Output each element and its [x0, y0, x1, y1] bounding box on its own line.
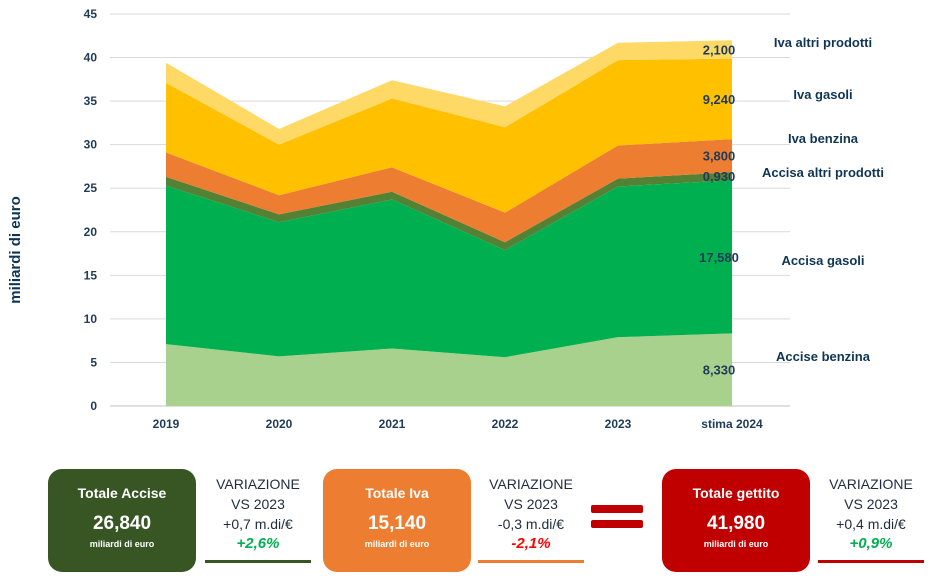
equals-sign-bottom	[591, 520, 643, 528]
card-value: 26,840	[92, 513, 152, 534]
legend-item: Accise benzina	[776, 349, 871, 364]
variation-accise: VARIAZIONE VS 2023 +0,7 m.di/€ +2,6%	[203, 474, 313, 563]
variation-gettito: VARIAZIONE VS 2023 +0,4 m.di/€ +0,9%	[815, 474, 927, 563]
y-tick-label: 5	[90, 355, 97, 369]
data-label: 8,330	[703, 363, 736, 378]
card-totale-gettito: Totale gettito 41,980 miliardi di euro	[662, 469, 810, 572]
x-tick-label: 2023	[605, 417, 632, 431]
area-series	[166, 40, 732, 406]
variation-underline	[478, 560, 584, 563]
variation-underline	[818, 560, 924, 563]
variation-vs: VS 2023	[231, 496, 285, 512]
x-tick-label: stima 2024	[701, 417, 763, 431]
y-tick-label: 0	[90, 399, 97, 413]
variation-label: VARIAZIONE	[489, 476, 573, 492]
legend-item: Iva benzina	[788, 131, 859, 146]
area-iva-benzina	[166, 139, 732, 243]
variation-vs: VS 2023	[844, 496, 898, 512]
variation-abs: +0,4 m.di/€	[836, 516, 906, 532]
x-tick-label: 2022	[492, 417, 519, 431]
equals-sign-top	[591, 505, 643, 513]
card-value: 15,140	[367, 513, 427, 534]
data-label: 3,800	[703, 149, 736, 164]
legend-item: Accisa gasoli	[781, 253, 864, 268]
data-labels: 8,330 17,580 0,930 3,800 9,240 2,100	[699, 42, 739, 377]
data-label: 9,240	[703, 92, 736, 107]
data-label: 17,580	[699, 250, 739, 265]
area-accisa-altri-prodotti	[166, 172, 732, 251]
axis-ticks: 0 5 10 15 20 25 30 35 40 45 2019 2020 2021 2022 2023 st…	[84, 7, 763, 431]
x-tick-label: 2019	[153, 417, 180, 431]
legend-item: Iva altri prodotti	[774, 35, 872, 50]
variation-abs: -0,3 m.di/€	[497, 516, 565, 532]
x-tick-label: 2021	[379, 417, 406, 431]
card-unit: miliardi di euro	[89, 539, 155, 549]
y-tick-label: 15	[84, 268, 98, 282]
card-totale-iva: Totale Iva 15,140 miliardi di euro	[323, 469, 471, 572]
variation-vs: VS 2023	[504, 496, 558, 512]
y-tick-label: 40	[84, 51, 98, 65]
y-tick-label: 35	[84, 94, 98, 108]
y-tick-label: 45	[84, 7, 98, 21]
area-accise-benzina	[166, 333, 732, 406]
y-tick-label: 20	[84, 225, 98, 239]
card-unit: miliardi di euro	[364, 539, 430, 549]
card-title: Totale Iva	[365, 485, 429, 501]
legend: Accise benzina Accisa gasoli Accisa altri …	[762, 35, 884, 364]
variation-pct: +0,9%	[849, 535, 893, 552]
card-value: 41,980	[706, 513, 766, 534]
y-tick-label: 30	[84, 138, 98, 152]
variation-iva: VARIAZIONE VS 2023 -0,3 m.di/€ -2,1%	[476, 474, 586, 563]
variation-pct: +2,6%	[236, 535, 280, 552]
data-label: 2,100	[703, 42, 736, 57]
data-label: 0,930	[703, 169, 736, 184]
y-tick-label: 10	[84, 312, 98, 326]
card-totale-accise: Totale Accise 26,840 miliardi di euro	[48, 469, 196, 572]
y-tick-label: 25	[84, 181, 98, 195]
variation-pct: -2,1%	[511, 535, 551, 552]
area-iva-gasoli	[166, 58, 732, 213]
legend-item: Accisa altri prodotti	[762, 165, 884, 180]
x-tick-label: 2020	[266, 417, 293, 431]
area-iva-altri-prodotti	[166, 40, 732, 145]
variation-abs: +0,7 m.di/€	[223, 516, 293, 532]
stacked-area-chart: 0 5 10 15 20 25 30 35 40 45 2019 2020 2021 2022 2023 st…	[7, 7, 884, 431]
variation-label: VARIAZIONE	[829, 476, 913, 492]
card-title: Totale Accise	[77, 485, 167, 501]
y-axis-label: miliardi di euro	[7, 196, 24, 304]
legend-item: Iva gasoli	[793, 87, 852, 102]
card-title: Totale gettito	[692, 485, 780, 501]
card-unit: miliardi di euro	[703, 539, 769, 549]
variation-underline	[205, 560, 311, 563]
area-accisa-gasoli	[166, 180, 732, 358]
variation-label: VARIAZIONE	[216, 476, 300, 492]
